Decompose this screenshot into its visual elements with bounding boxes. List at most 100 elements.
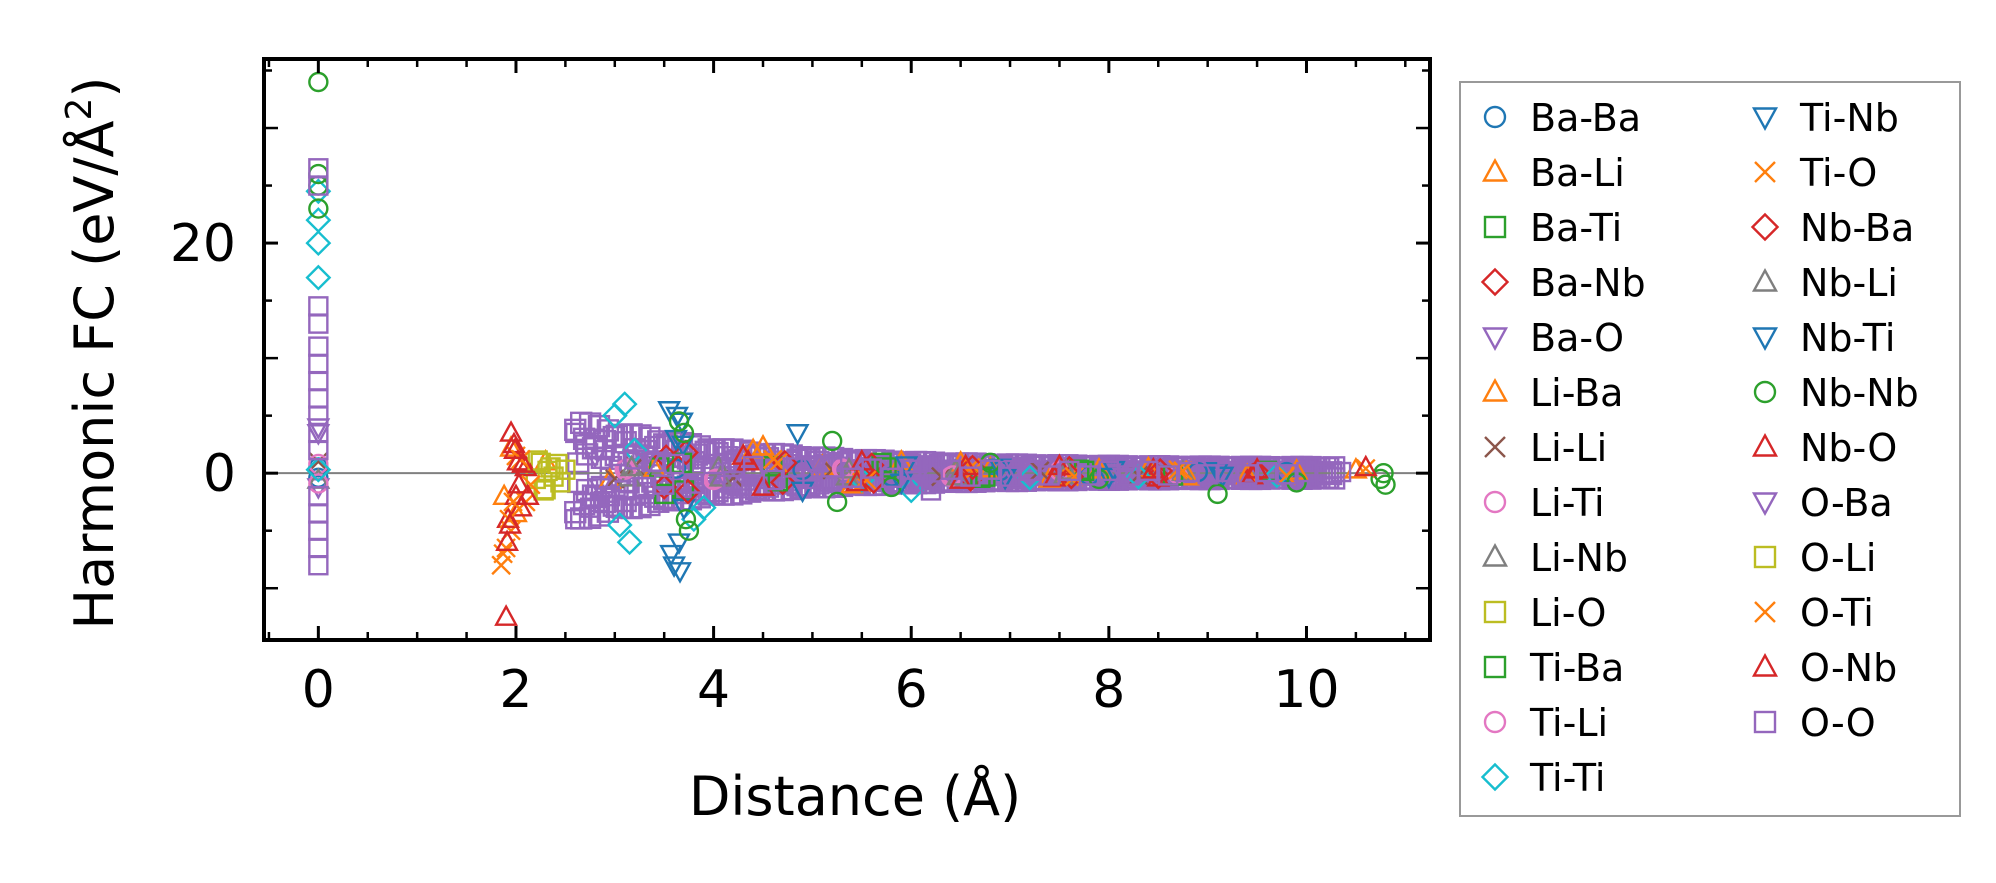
legend-item-nb-ti: Nb-Ti [1751, 316, 1895, 360]
legend-label: Ba-Ti [1530, 206, 1622, 250]
point-o-o [1138, 460, 1159, 482]
point-o-o [308, 313, 329, 334]
point-o-o [308, 370, 329, 392]
legend-item-li-nb: Li-Nb [1481, 536, 1628, 580]
legend-marker [1483, 215, 1507, 239]
point-o-nb [510, 451, 535, 473]
legend-marker [1484, 436, 1506, 458]
legend-label: O-Nb [1800, 646, 1897, 690]
point-o-nb [515, 483, 540, 506]
legend-label: Ti-Ti [1529, 756, 1605, 800]
legend-item-nb-o: Nb-O [1751, 426, 1897, 470]
point-o-o [980, 459, 1001, 480]
legend-item-nb-ba: Nb-Ba [1750, 206, 1914, 250]
legend-label: Li-O [1530, 591, 1606, 635]
legend-item-nb-li: Nb-Li [1751, 261, 1898, 305]
point-o-o [1118, 465, 1139, 486]
legend-label: Ti-Ba [1529, 646, 1624, 690]
point-ti-nb [657, 401, 682, 423]
point-o-o [999, 466, 1021, 487]
point-ba-nb [651, 474, 678, 500]
point-o-o [841, 467, 863, 488]
legend-label: Nb-Li [1800, 261, 1898, 305]
point-o-ti [493, 543, 513, 564]
legend-marker [1753, 545, 1777, 569]
point-ti-ba [876, 457, 897, 478]
point-nb-o [751, 474, 775, 496]
point-o-o [940, 459, 961, 480]
legend-item-li-o: Li-O [1483, 591, 1606, 635]
legend-marker [1481, 158, 1509, 182]
point-li-ti [308, 453, 329, 475]
legend-marker [1753, 710, 1777, 734]
point-o-o [634, 476, 655, 498]
point-o-o [782, 457, 803, 478]
point-o-li [547, 453, 568, 475]
legend-item-ti-ti: Ti-Ti [1480, 756, 1605, 800]
legend-label: Li-Nb [1530, 536, 1628, 580]
legend-marker [1751, 327, 1779, 351]
point-o-o [308, 336, 329, 357]
point-o-o [1217, 461, 1238, 483]
point-o-o [308, 520, 329, 541]
series-ba-nb [651, 439, 1271, 500]
point-o-o [653, 474, 675, 495]
series-o-li [527, 450, 568, 501]
point-nb-o [1353, 454, 1378, 477]
point-o-o [821, 457, 843, 478]
legend-marker [1483, 710, 1507, 734]
legend-marker [1751, 492, 1779, 516]
point-o-o [1330, 461, 1352, 483]
x-tick-label: 10 [1273, 660, 1339, 720]
point-o-o [1197, 464, 1218, 485]
point-o-o [723, 471, 744, 492]
point-o-o [308, 503, 329, 524]
legend-item-li-ti: Li-Ti [1483, 481, 1605, 525]
point-o-o [308, 353, 329, 375]
legend-frame [1459, 81, 1961, 817]
point-nb-nb [821, 430, 843, 452]
point-nb-nb [675, 508, 697, 530]
point-ti-ti [616, 529, 643, 556]
legend: Ba-Ba Ba-Li Ba-Ti Ba-Nb Ba-O Li-Ba Li-Li Li-Ti L… [1459, 81, 1961, 817]
point-o-o [1078, 465, 1100, 486]
x-axis-label: Distance (Å) [689, 764, 1021, 828]
point-o-o [1316, 464, 1337, 485]
series-o-o [308, 158, 1352, 576]
point-ti-ti [611, 391, 638, 418]
point-o-o [1256, 461, 1278, 483]
point-o-li [543, 466, 564, 487]
point-o-o [901, 459, 922, 480]
legend-label: Ti-Li [1529, 701, 1608, 745]
legend-label: Ti-Nb [1799, 96, 1899, 140]
legend-item-ti-o: Ti-O [1754, 151, 1877, 195]
point-ti-ti [305, 230, 332, 257]
legend-label: O-O [1800, 701, 1876, 745]
point-o-o [802, 468, 823, 490]
legend-marker [1750, 212, 1780, 242]
point-o-o [960, 466, 981, 487]
point-o-o [1296, 461, 1317, 483]
legend-marker [1483, 490, 1507, 514]
legend-marker [1480, 267, 1510, 297]
point-ba-li [751, 433, 775, 456]
legend-label: Ba-Nb [1530, 261, 1646, 305]
legend-item-li-ba: Li-Ba [1481, 371, 1623, 415]
point-o-o [1098, 460, 1120, 482]
point-nb-nb [668, 411, 690, 432]
legend-label: Li-Ba [1530, 371, 1623, 415]
legend-label: O-Ba [1800, 481, 1893, 525]
x-tick-label: 4 [697, 660, 730, 720]
point-li-ba [492, 483, 517, 506]
point-nb-nb [673, 422, 695, 444]
legend-item-o-nb: O-Nb [1751, 646, 1897, 690]
point-nb-o [494, 604, 519, 626]
point-nb-nb [826, 491, 848, 513]
point-o-o [742, 456, 764, 477]
point-o-nb [503, 437, 527, 460]
legend-label: Ba-O [1530, 316, 1624, 360]
point-o-o [604, 445, 625, 467]
legend-item-ba-ba: Ba-Ba [1483, 96, 1641, 140]
legend-item-ba-ti: Ba-Ti [1483, 206, 1622, 250]
